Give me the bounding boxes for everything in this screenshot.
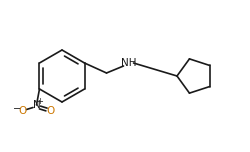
Text: −: − [13, 104, 21, 114]
Text: O: O [46, 106, 54, 116]
Text: O: O [18, 106, 26, 116]
Text: NH: NH [120, 58, 136, 68]
Text: N: N [32, 100, 40, 110]
Text: +: + [36, 97, 43, 107]
